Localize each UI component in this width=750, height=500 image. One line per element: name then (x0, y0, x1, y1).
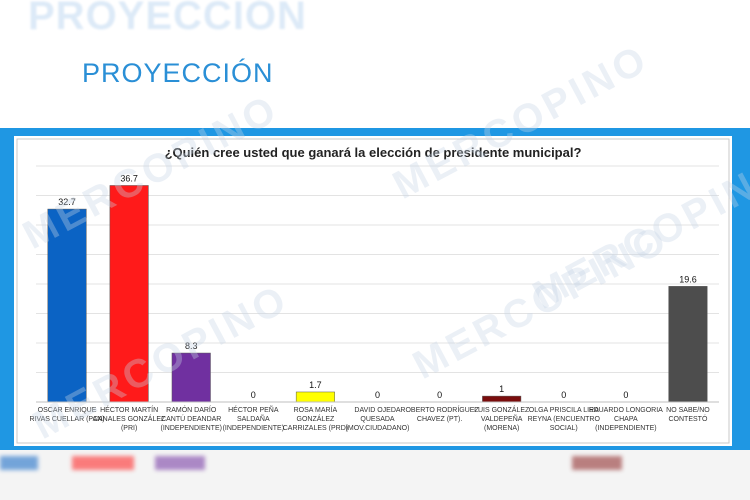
x-tick-label: EDUARDO LONGORIA CHAPA (INDEPENDIENTE) (589, 407, 663, 432)
bottom-bar-darkred (572, 456, 622, 470)
bar (482, 395, 522, 403)
bar-chart: ¿Quién cree usted que ganará la elección… (16, 138, 730, 444)
x-tick-label: DAVID OJEDA QUESADA (MOV.CIUDADANO) (346, 407, 410, 432)
data-label: 0 (251, 390, 256, 400)
data-label: 8.3 (185, 341, 198, 351)
chart-frame (16, 138, 730, 444)
bottom-bar-red (72, 456, 134, 470)
bar (295, 391, 335, 403)
x-tick-label: OLGA PRISCILA LIRA REYNA (ENCUENTRO SOCIAL… (528, 407, 601, 432)
data-label: 36.7 (120, 173, 138, 183)
data-label: 1 (499, 384, 504, 394)
chart-title: ¿Quién cree usted que ganará la elección… (165, 145, 582, 160)
slide-title: PROYECCIÓN (82, 58, 274, 88)
data-label: 19.6 (679, 274, 697, 284)
bar (668, 286, 708, 403)
x-tick-label: HÉCTOR PEÑA SALDAÑA (INDEPENDIENTE) (223, 405, 284, 432)
data-label: 1.7 (309, 380, 322, 390)
bar (109, 185, 149, 403)
data-label: 0 (561, 390, 566, 400)
x-tick-label: OSCAR ENRIQUE RIVAS CUELLAR (PAN) (29, 407, 104, 423)
bar (47, 208, 87, 403)
data-label: 0 (623, 390, 628, 400)
x-tick-label: ROSA MARÍA GONZÁLEZ CARRIZALES (PRD) (283, 405, 348, 432)
bottom-bar-blue (0, 456, 38, 470)
x-tick-label: ROBERTO RODRÍGUEZ CHAVEZ (PT). (400, 405, 479, 423)
chart-panel: ¿Quién cree usted que ganará la elección… (14, 136, 732, 446)
x-tick-label: LUIS GONZÁLEZ VALDEPEÑA (MORENA) (474, 405, 530, 432)
data-label: 32.7 (58, 197, 76, 207)
x-tick-label: RAMÓN DARÍO CANTÚ DEANDAR (INDEPENDIENTE) (161, 405, 222, 432)
bar (171, 352, 211, 403)
ghost-title-text: PROYECCIÓN (28, 0, 307, 38)
bottom-bar-purple (155, 456, 205, 470)
x-tick-label: HÉCTOR MARTÍN CANALES GONZÁLEZ (PRI) (93, 405, 166, 432)
x-tick-label: NO SABE/NO CONTESTÓ (666, 407, 710, 423)
bottom-strip (0, 450, 750, 500)
data-label: 0 (437, 390, 442, 400)
data-label: 0 (375, 390, 380, 400)
